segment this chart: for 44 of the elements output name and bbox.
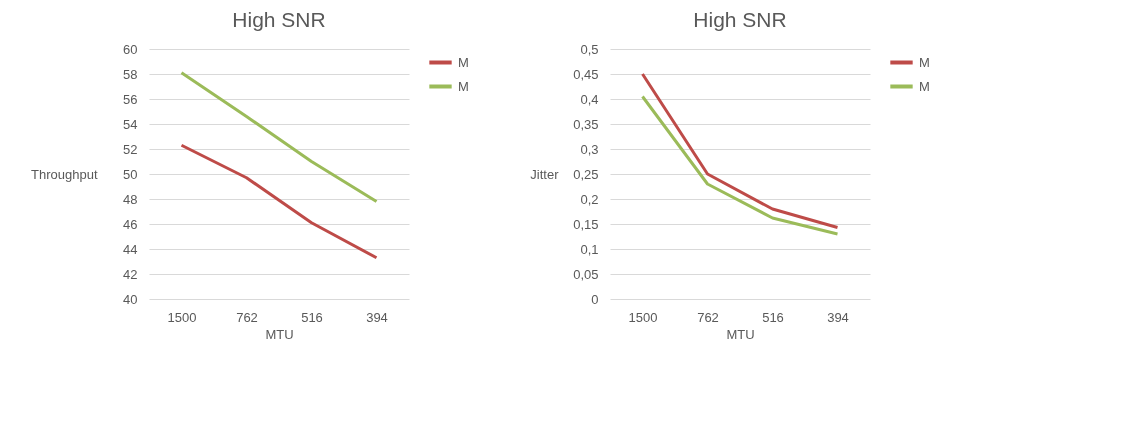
- y-tick-label: 0: [591, 291, 599, 307]
- y-tick-label: 0,2: [580, 191, 599, 207]
- y-tick-label: 60: [123, 41, 138, 57]
- x-tick-label: 394: [366, 309, 388, 325]
- y-tick-label: 44: [123, 241, 138, 257]
- y-tick-label: 0,1: [580, 241, 599, 257]
- y-tick-label: 0,4: [580, 91, 599, 107]
- y-tick-label: 54: [123, 116, 138, 132]
- y-tick-label: 0,15: [573, 216, 599, 232]
- x-axis-title: MTU: [726, 326, 755, 342]
- line-series: [641, 95, 839, 236]
- y-tick-label: 50: [123, 166, 138, 182]
- y-tick-label: 0,45: [573, 66, 599, 82]
- x-tick-label: 516: [762, 309, 784, 325]
- y-tick-label: 56: [123, 91, 138, 107]
- line-series: [180, 71, 378, 203]
- legend-label: M: [919, 78, 930, 94]
- x-tick-label: 1500: [167, 309, 197, 325]
- x-tick-label: 394: [827, 309, 849, 325]
- y-tick-label: 46: [123, 216, 138, 232]
- y-tick-label: 48: [123, 191, 138, 207]
- chart-title: High SNR: [232, 8, 326, 31]
- x-tick-label: 762: [697, 309, 719, 325]
- y-tick-label: 0,3: [580, 141, 599, 157]
- chart-title: High SNR: [693, 8, 787, 31]
- y-tick-label: 40: [123, 291, 138, 307]
- y-tick-label: 0,35: [573, 116, 599, 132]
- line-series: [641, 72, 839, 229]
- y-tick-label: 42: [123, 266, 138, 282]
- y-tick-label: 0,5: [580, 41, 599, 57]
- x-tick-label: 762: [236, 309, 258, 325]
- y-axis-title: Jitter: [530, 166, 560, 182]
- y-tick-label: 0,25: [573, 166, 599, 182]
- legend-label: M: [458, 78, 469, 94]
- y-tick-label: 52: [123, 141, 138, 157]
- legend-label: M: [919, 54, 930, 70]
- legend-label: M: [458, 54, 469, 70]
- x-axis-title: MTU: [265, 326, 294, 342]
- y-tick-label: 0,05: [573, 266, 599, 282]
- y-tick-label: 58: [123, 66, 138, 82]
- x-tick-label: 1500: [628, 309, 658, 325]
- x-tick-label: 516: [301, 309, 323, 325]
- y-axis-title: Throughput: [31, 166, 98, 182]
- line-series: [180, 143, 378, 260]
